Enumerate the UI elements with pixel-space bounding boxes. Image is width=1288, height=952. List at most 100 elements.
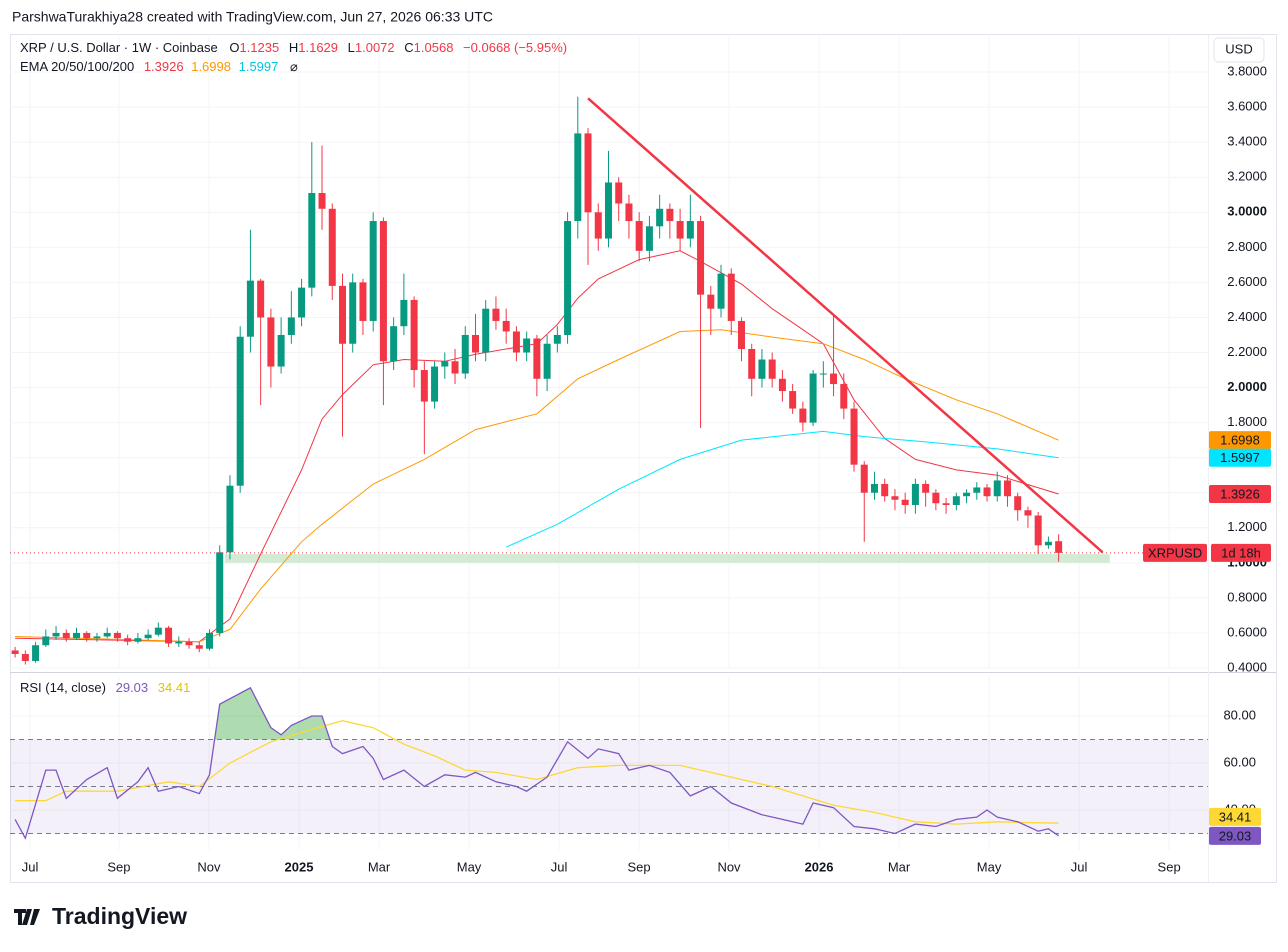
candle-body — [635, 221, 643, 251]
candle-body — [226, 485, 234, 553]
y-tick-label: 2.0000 — [1227, 379, 1267, 394]
ohlc-label: L — [348, 40, 355, 55]
currency-box[interactable] — [1213, 37, 1265, 63]
attribution: ParshwaTurakhiya28 created with TradingV… — [12, 9, 493, 25]
candle-body — [124, 638, 132, 642]
change: −0.0668 (−5.95%) — [463, 40, 567, 55]
x-tick-label: 2025 — [285, 859, 314, 874]
price-tag: 1d 18h — [1221, 545, 1261, 560]
price-pane — [10, 96, 1208, 665]
low-value: 1.0072 — [355, 40, 395, 55]
candle-body — [697, 221, 705, 295]
y-tick-label: 0.8000 — [1227, 589, 1267, 604]
x-tick-label: Mar — [368, 859, 391, 874]
candle-body — [93, 636, 101, 639]
y-tick-label: 3.2000 — [1227, 169, 1267, 184]
candle-body — [727, 273, 735, 321]
candle-body — [645, 226, 653, 251]
price-tag: 1.5997 — [1220, 450, 1260, 465]
candle-body — [574, 133, 582, 222]
price-tag-box — [1209, 485, 1271, 504]
candle-body — [32, 645, 40, 661]
candle-body — [390, 326, 398, 362]
price-tag-box — [1143, 543, 1207, 562]
candle-body — [656, 208, 664, 227]
candle-body — [809, 373, 817, 423]
candle-body — [349, 282, 357, 344]
candle-body — [62, 632, 70, 639]
candle-body — [236, 336, 244, 486]
ohlc-label: C — [404, 40, 413, 55]
candle-body — [533, 338, 541, 379]
candle-body — [768, 359, 776, 379]
candle-body — [778, 378, 786, 392]
currency[interactable]: USD — [1225, 41, 1252, 56]
price-tag: 1.3926 — [1220, 486, 1260, 501]
candle-body — [1034, 515, 1042, 546]
price-tag: 34.41 — [1219, 809, 1252, 824]
price-tag: 1.6998 — [1220, 433, 1260, 448]
price-tag-box — [1209, 448, 1271, 467]
y-tick-label: 1.2000 — [1227, 519, 1267, 534]
rsi-title: RSI (14, close) — [20, 680, 106, 695]
candle-body — [318, 192, 326, 209]
x-tick-label: Sep — [628, 859, 651, 874]
candle-body — [72, 632, 80, 639]
candle-body — [717, 273, 725, 309]
y-tick-label: 0.4000 — [1227, 659, 1267, 674]
candle-body — [308, 192, 316, 288]
candle-body — [625, 203, 633, 222]
logo: TradingView — [14, 903, 187, 929]
candle-body — [983, 487, 991, 497]
candle-body — [21, 653, 29, 661]
candle-body — [431, 366, 439, 402]
rsi-line — [15, 720, 1059, 825]
y-tick-label: 3.8000 — [1227, 63, 1267, 78]
y-tick-label: 2.8000 — [1227, 239, 1267, 254]
close-value: 1.0568 — [414, 40, 454, 55]
candle-body — [789, 391, 797, 409]
ema-value: 1.5997 — [239, 59, 279, 74]
y-tick-label: 1.8000 — [1227, 414, 1267, 429]
y-tick-label: 60.00 — [1223, 754, 1256, 769]
x-tick-label: Sep — [1158, 859, 1181, 874]
rsi-line — [14, 686, 1059, 840]
ema-value: ⌀ — [290, 59, 298, 74]
candle-body — [676, 221, 684, 239]
candle-body — [103, 632, 111, 637]
price-tag: XRPUSD — [1148, 545, 1202, 560]
candle-body — [410, 299, 418, 371]
candle-body — [359, 282, 367, 321]
candle-body — [328, 208, 336, 286]
candle-body — [1044, 541, 1052, 546]
candle-body — [451, 361, 459, 374]
symbol-title: XRP / U.S. Dollar · 1W · Coinbase — [20, 40, 218, 55]
legend: XRP / U.S. Dollar · 1W · Coinbase O1.123… — [20, 40, 567, 695]
candle-body — [881, 483, 889, 497]
candle-body — [799, 408, 807, 423]
candle-body — [195, 645, 203, 649]
candle-body — [298, 287, 306, 318]
candle-body — [42, 636, 50, 646]
candle-body — [420, 370, 428, 402]
candle-body — [471, 334, 479, 353]
candle-body — [379, 221, 387, 362]
candle-body — [840, 384, 848, 409]
rsi-pane — [10, 686, 1208, 840]
ohlc-label: H — [289, 40, 298, 55]
candle-body — [615, 182, 623, 204]
candle-body — [553, 334, 561, 344]
x-tick-label: Sep — [107, 859, 130, 874]
price-tag-box — [1209, 807, 1261, 826]
support-zone — [224, 554, 1110, 563]
candle-body — [205, 632, 213, 649]
ema-value: 1.6998 — [191, 59, 231, 74]
candle-body — [83, 632, 91, 639]
candle-body — [267, 317, 275, 367]
candle-body — [932, 492, 940, 504]
high-value: 1.1629 — [298, 40, 338, 55]
candle-body — [850, 408, 858, 465]
